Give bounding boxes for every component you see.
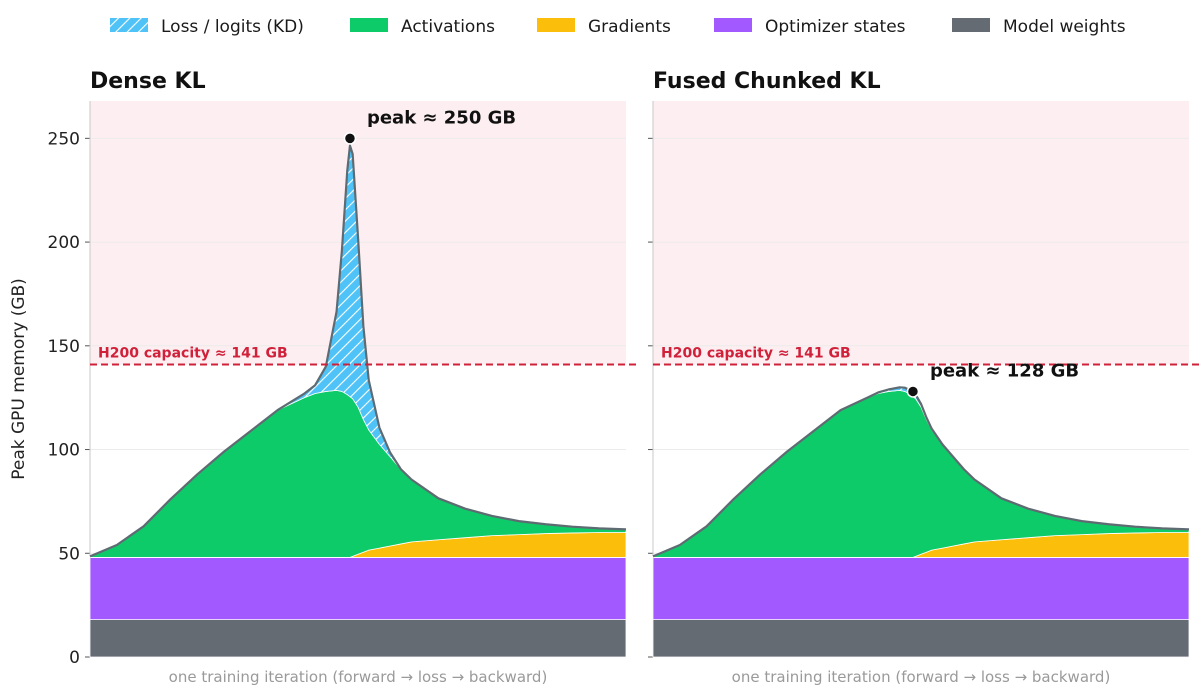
panel-1: Dense KL 0 50 100 150 200 250 H200 capacity ≈ 1… <box>48 69 636 686</box>
x-axis-label: one training iteration (forward → loss →… <box>732 668 1111 686</box>
y-tick-label: 100 <box>48 441 80 461</box>
y-tick-label: 150 <box>48 337 80 357</box>
y-tick-label: 50 <box>58 544 80 564</box>
legend-item: Loss / logits (KD) <box>110 17 304 37</box>
panel-title: Dense KL <box>90 69 206 94</box>
area-activations <box>89 390 627 558</box>
capacity-label: H200 capacity ≈ 141 GB <box>661 345 851 361</box>
peak-marker <box>343 132 357 145</box>
x-axis-label: one training iteration (forward → loss →… <box>169 668 548 686</box>
legend-swatch <box>952 18 990 32</box>
legend-swatch <box>714 18 752 32</box>
legend-item: Activations <box>350 17 495 37</box>
legend-label: Loss / logits (KD) <box>161 17 304 37</box>
area-activations <box>652 390 1190 558</box>
y-tick-label: 250 <box>48 129 80 149</box>
legend-item: Optimizer states <box>714 17 906 37</box>
panel-title: Fused Chunked KL <box>653 69 881 94</box>
y-axis-label: Peak GPU memory (GB) <box>9 278 29 480</box>
over-capacity-zone <box>653 101 1189 365</box>
area-optimizer <box>89 557 627 621</box>
panels: Dense KL 0 50 100 150 200 250 H200 capacity ≈ 1… <box>48 69 1199 686</box>
area-weights <box>652 619 1190 658</box>
legend-item: Model weights <box>952 17 1126 37</box>
peak-label: peak ≈ 128 GB <box>930 360 1079 381</box>
panel-2: Fused Chunked KL H200 capacity ≈ 141 GB pe… <box>648 69 1199 686</box>
legend-swatch <box>350 18 388 32</box>
legend-swatch <box>537 18 575 32</box>
capacity-label: H200 capacity ≈ 141 GB <box>98 345 288 361</box>
peak-label: peak ≈ 250 GB <box>367 107 516 128</box>
legend-label: Activations <box>401 17 495 37</box>
peak-marker <box>906 385 920 398</box>
legend-item: Gradients <box>537 17 671 37</box>
legend-label: Gradients <box>588 17 671 37</box>
area-weights <box>89 619 627 658</box>
legend-label: Optimizer states <box>765 17 906 37</box>
total-outline <box>89 144 627 558</box>
y-tick-label: 200 <box>48 233 80 253</box>
y-tick-label: 0 <box>69 648 80 668</box>
legend: Loss / logits (KD) Activations Gradients Op… <box>110 17 1126 37</box>
legend-label: Model weights <box>1003 17 1126 37</box>
area-optimizer <box>652 557 1190 621</box>
legend-swatch <box>110 18 148 32</box>
